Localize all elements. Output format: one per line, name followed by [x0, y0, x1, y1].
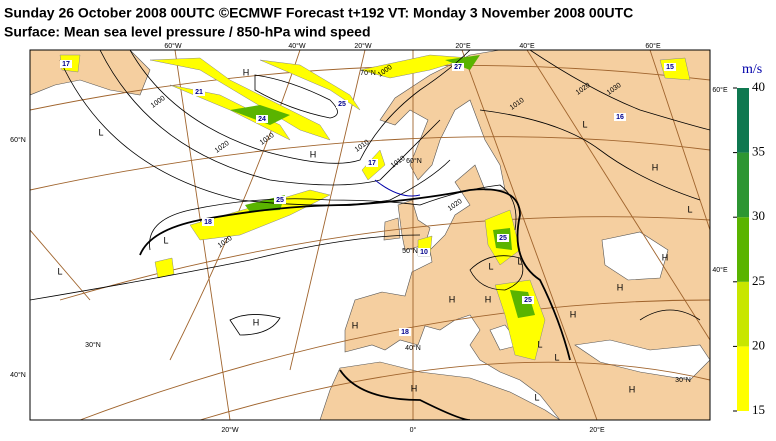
- wind-label: 15: [666, 64, 674, 71]
- grid-label: 20°E: [455, 42, 471, 50]
- pressure-center: L: [537, 339, 542, 349]
- pressure-center: L: [488, 261, 493, 271]
- grid-label: 40°N: [10, 371, 26, 379]
- grid-label: 30°N: [85, 341, 101, 349]
- grid-label: 60°N: [406, 157, 422, 165]
- grid-label: 30°N: [675, 376, 691, 384]
- wind-label-box: [202, 218, 214, 226]
- grid-label: 40°W: [288, 42, 306, 50]
- wind-label: 25: [276, 197, 284, 204]
- wind-label-box: [256, 115, 268, 123]
- wind-label: 17: [368, 160, 376, 167]
- grid-label: 60°W: [164, 42, 182, 50]
- wind-label-box: [274, 196, 286, 204]
- pressure-center: H: [310, 149, 317, 159]
- colorbar-segment: [737, 152, 749, 218]
- pressure-center: L: [517, 256, 522, 266]
- pressure-center: H: [485, 294, 492, 304]
- wind-label: 25: [524, 297, 532, 304]
- wind-label: 18: [204, 219, 212, 226]
- wind-label-box: [336, 100, 348, 108]
- colorbar-tick-label: 25: [752, 273, 765, 288]
- wind-label-box: [497, 234, 509, 242]
- pressure-center: L: [582, 119, 587, 129]
- grid-label: 60°N: [10, 136, 26, 144]
- colorbar-segment: [737, 281, 749, 347]
- wind-label-box: [366, 159, 378, 167]
- wind-label: 21: [195, 89, 203, 96]
- pressure-center: H: [570, 309, 577, 319]
- pressure-center: H: [652, 162, 659, 172]
- grid-label: 40°E: [712, 266, 728, 274]
- colorbar-tick-label: 20: [752, 337, 765, 352]
- wind-label-box: [60, 60, 72, 68]
- isobars: [30, 50, 710, 336]
- pressure-center: H: [617, 282, 624, 292]
- map-frame: [29, 49, 711, 421]
- pressure-center: H: [253, 317, 260, 327]
- grid-label: 40°N: [405, 344, 421, 352]
- pressure-center: H: [411, 383, 418, 393]
- colorbar-segment: [737, 217, 749, 282]
- front: [374, 179, 421, 197]
- grid-label: 60°E: [712, 86, 728, 94]
- wind-label: 25: [499, 235, 507, 242]
- wind-label-box: [193, 88, 205, 96]
- pressure-center: H: [629, 384, 636, 394]
- grid-label: 20°E: [589, 426, 605, 434]
- pressure-center: L: [687, 204, 692, 214]
- subtitle: Surface: Mean sea level pressure / 850-h…: [4, 24, 371, 40]
- pressure-center: H: [352, 320, 359, 330]
- wind-label: 16: [616, 114, 624, 121]
- pressure-center: L: [57, 266, 62, 276]
- pressure-center: H: [662, 252, 669, 262]
- wind-label: 27: [454, 64, 462, 71]
- wind-label: 17: [62, 61, 70, 68]
- colorbar-tick-label: 35: [752, 144, 765, 159]
- colorbar-tick-label: 30: [752, 208, 765, 223]
- grid-label: 20°W: [221, 426, 239, 434]
- pressure-center: L: [554, 352, 559, 362]
- colorbar-tick-label: 15: [752, 402, 765, 417]
- colorbar-segment: [737, 88, 749, 153]
- wind-label-box: [614, 113, 626, 121]
- wind-label-box: [522, 296, 534, 304]
- pressure-center: L: [534, 392, 539, 402]
- wind-label-box: [418, 248, 430, 256]
- pressure-center: H: [243, 67, 250, 77]
- grid-label: 70°N: [360, 69, 376, 77]
- wind-label: 10: [420, 249, 428, 256]
- grid-label: 0°: [410, 426, 417, 434]
- colorbar-segment: [737, 346, 749, 411]
- wind-speed-shading: [59, 54, 691, 361]
- map-area: [30, 50, 710, 420]
- title: Sunday 26 October 2008 00UTC ©ECMWF Fore…: [4, 5, 633, 21]
- pressure-center: L: [98, 127, 103, 137]
- map-labels: 60°W 40°W 20°W 20°E 40°E 60°E 20°W 0° 20°E 60°N 40…: [10, 42, 728, 434]
- colorbar: m/s 15 20 25 30 35 40: [733, 62, 765, 417]
- pressure-center: L: [163, 235, 168, 245]
- wind-label: 25: [338, 101, 346, 108]
- grid-label: 60°E: [645, 42, 661, 50]
- wind-label-box: [399, 328, 411, 336]
- wind-label: 24: [258, 116, 266, 123]
- colorbar-tick-label: 40: [752, 79, 765, 94]
- wind-label-box: [452, 63, 464, 71]
- wind-label-box: [664, 63, 676, 71]
- grid-label: 20°W: [354, 42, 372, 50]
- wind-label: 18: [401, 329, 409, 336]
- grid-label: 50°N: [402, 247, 418, 255]
- grid-label: 40°E: [519, 42, 535, 50]
- pressure-center: H: [449, 294, 456, 304]
- colorbar-unit: m/s: [742, 62, 762, 77]
